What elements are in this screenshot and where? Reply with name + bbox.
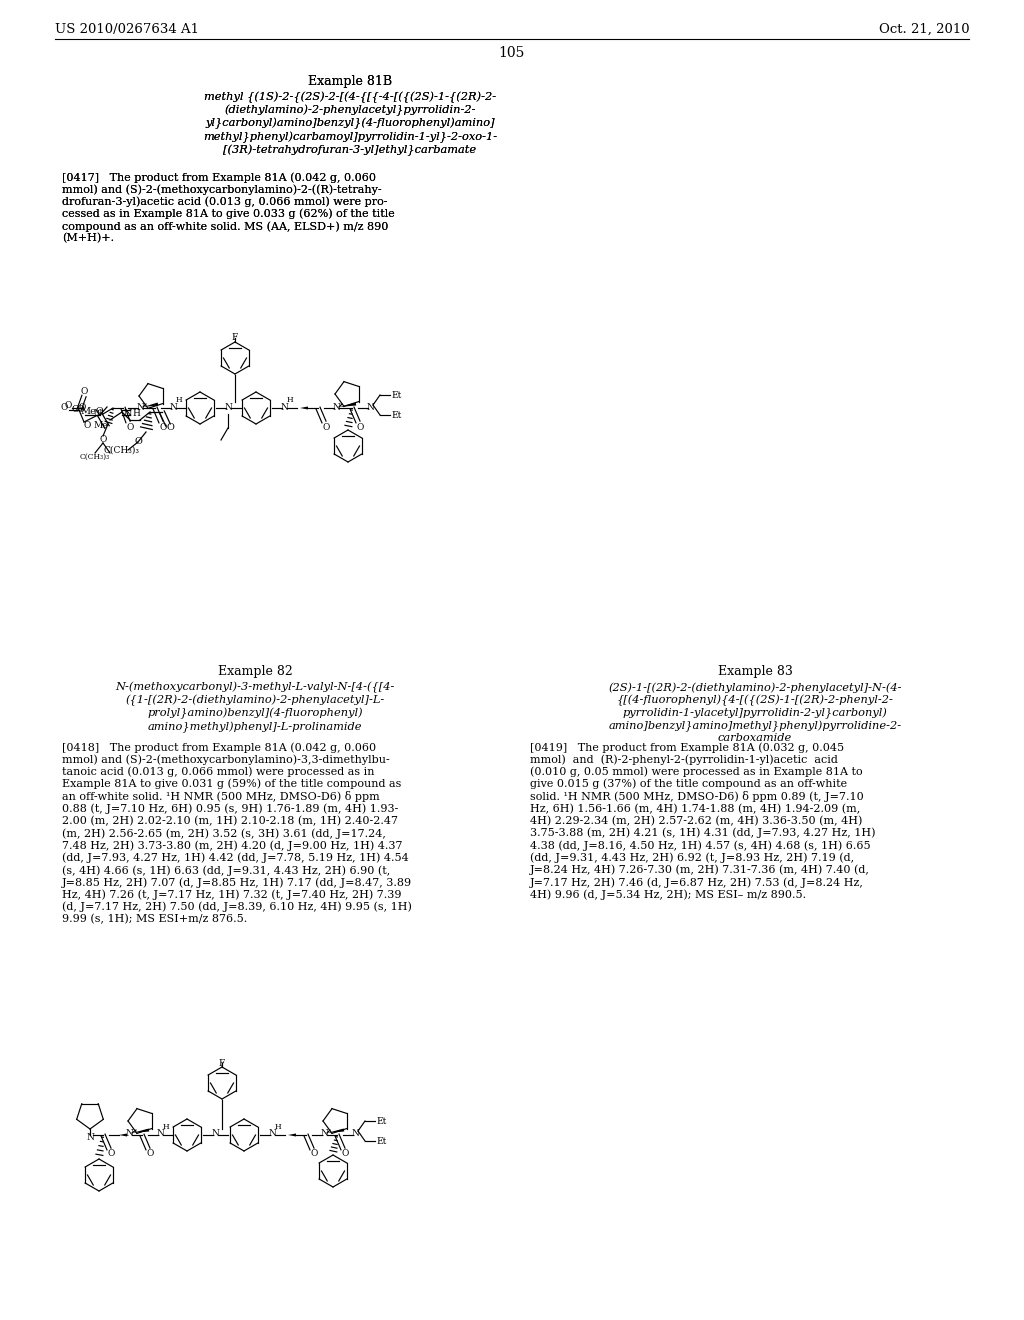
Text: US 2010/0267634 A1: US 2010/0267634 A1: [55, 22, 199, 36]
Text: Example 81B: Example 81B: [308, 75, 392, 88]
Text: F: F: [231, 334, 239, 342]
Text: O: O: [160, 422, 167, 432]
Text: N: N: [351, 1130, 359, 1138]
Text: N: N: [280, 403, 288, 412]
Text: F: F: [219, 1059, 225, 1068]
Text: H: H: [274, 1123, 282, 1131]
Text: N: N: [125, 1130, 133, 1138]
Text: O: O: [80, 388, 88, 396]
Text: Me: Me: [94, 421, 109, 430]
Text: O: O: [341, 1148, 349, 1158]
Text: N-(methoxycarbonyl)-3-methyl-L-valyl-N-[4-({[4-
({1-[(2R)-2-(diethylamino)-2-phe: N-(methoxycarbonyl)-3-methyl-L-valyl-N-[…: [116, 682, 394, 733]
Text: Oct. 21, 2010: Oct. 21, 2010: [880, 22, 970, 36]
Text: O: O: [65, 401, 72, 411]
Polygon shape: [132, 1129, 150, 1133]
Text: N: N: [86, 1134, 94, 1143]
Text: N: N: [156, 1130, 164, 1138]
Text: (2S)-1-[(2R)-2-(diethylamino)-2-phenylacetyl]-N-(4-
{[(4-fluorophenyl){4-[({(2S): (2S)-1-[(2R)-2-(diethylamino)-2-phenylac…: [608, 682, 902, 743]
Polygon shape: [288, 1134, 296, 1137]
Polygon shape: [119, 1134, 127, 1137]
Text: N: N: [321, 1130, 328, 1138]
Text: O: O: [108, 1148, 115, 1158]
Text: N: N: [136, 403, 144, 412]
Text: 105: 105: [499, 46, 525, 59]
Text: H: H: [287, 396, 293, 404]
Text: N: N: [224, 403, 232, 412]
Polygon shape: [327, 1129, 344, 1133]
Text: O: O: [146, 1148, 154, 1158]
Text: methyl {(1S)-2-{(2S)-2-[(4-{[{-4-[({(2S)-1-{(2R)-2-
(diethylamino)-2-phenylacety: methyl {(1S)-2-{(2S)-2-[(4-{[{-4-[({(2S)…: [203, 92, 497, 156]
Text: O: O: [126, 422, 134, 432]
Text: C(CH₃)₃: C(CH₃)₃: [104, 446, 140, 454]
Text: H: H: [163, 1123, 169, 1131]
Text: Example 81B: Example 81B: [308, 75, 392, 88]
Text: N: N: [211, 1130, 219, 1138]
Text: MeO: MeO: [80, 408, 103, 417]
Text: H: H: [176, 396, 182, 404]
Text: H: H: [96, 409, 103, 417]
Polygon shape: [339, 403, 356, 407]
Text: H: H: [132, 408, 140, 417]
Text: O: O: [83, 421, 91, 430]
Polygon shape: [143, 403, 159, 407]
Text: N: N: [93, 408, 101, 417]
Text: O: O: [356, 422, 364, 432]
Polygon shape: [300, 407, 308, 409]
Text: O: O: [76, 405, 84, 414]
Text: N: N: [366, 403, 374, 412]
Text: [0417]   The product from Example 81A (0.042 g, 0.060
mmol) and (S)-2-(methoxyca: [0417] The product from Example 81A (0.0…: [62, 172, 394, 244]
Text: Et: Et: [391, 391, 401, 400]
Text: O: O: [310, 1148, 317, 1158]
Text: O: O: [323, 422, 330, 432]
Text: O: O: [99, 436, 106, 445]
Text: Et: Et: [391, 411, 401, 420]
Text: Example 82: Example 82: [218, 665, 293, 678]
Text: C(CH₃)₃: C(CH₃)₃: [80, 453, 110, 461]
Text: Example 83: Example 83: [718, 665, 793, 678]
Text: O: O: [134, 437, 142, 446]
Text: [0417]   The product from Example 81A (0.042 g, 0.060
mmol) and (S)-2-(methoxyca: [0417] The product from Example 81A (0.0…: [62, 172, 394, 244]
Text: N: N: [124, 408, 132, 417]
Text: N: N: [268, 1130, 275, 1138]
Text: Et: Et: [376, 1137, 386, 1146]
Text: O: O: [166, 424, 174, 433]
Text: [0418]   The product from Example 81A (0.042 g, 0.060
mmol) and (S)-2-(methoxyca: [0418] The product from Example 81A (0.0…: [62, 742, 412, 924]
Text: O: O: [78, 404, 86, 412]
Text: O: O: [71, 405, 79, 414]
Text: N: N: [332, 403, 340, 412]
Text: [0419]   The product from Example 81A (0.032 g, 0.045
mmol)  and  (R)-2-phenyl-2: [0419] The product from Example 81A (0.0…: [530, 742, 876, 900]
Text: methyl {(1S)-2-{(2S)-2-[(4-{[{-4-[({(2S)-1-{(2R)-2-
(diethylamino)-2-phenylacety: methyl {(1S)-2-{(2S)-2-[(4-{[{-4-[({(2S)…: [203, 92, 497, 156]
Text: N: N: [169, 403, 177, 412]
Text: Et: Et: [376, 1117, 386, 1126]
Text: O: O: [60, 403, 68, 412]
